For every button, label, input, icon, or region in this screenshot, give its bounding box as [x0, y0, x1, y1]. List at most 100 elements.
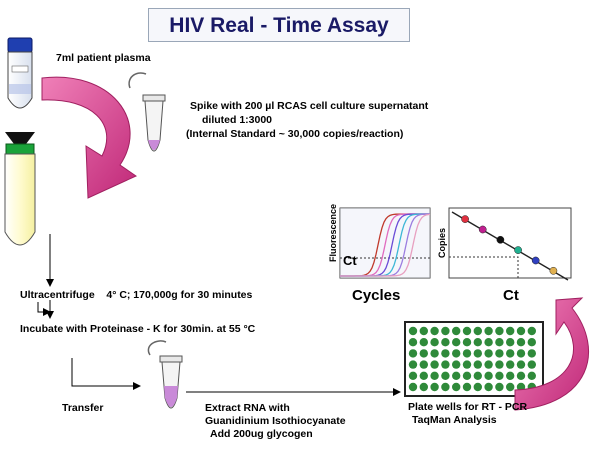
- well: [441, 382, 450, 392]
- well: [408, 326, 418, 336]
- arrow-loop-left: [37, 302, 51, 316]
- well: [430, 371, 439, 380]
- amplification-ylabel: Fluorescence: [328, 203, 338, 262]
- well: [484, 360, 493, 369]
- spike-tube-lid: [128, 72, 147, 89]
- plasma-liquid: [9, 84, 31, 94]
- well: [462, 360, 472, 369]
- threshold-label: Ct: [343, 253, 357, 268]
- well-plate: [404, 321, 544, 397]
- ultracentrifuge-tube-funnel: [5, 132, 35, 144]
- regression-line: [451, 211, 569, 281]
- well: [516, 349, 526, 358]
- title-box: HIV Real - Time Assay: [148, 8, 410, 42]
- well: [452, 360, 461, 369]
- well: [473, 360, 482, 369]
- well: [430, 382, 439, 392]
- plasma-tube-cap: [7, 37, 33, 53]
- well: [452, 349, 461, 358]
- well: [441, 349, 450, 358]
- plasma-tube-body: [7, 51, 33, 109]
- well: [495, 338, 504, 347]
- standard-point: [461, 215, 469, 223]
- plate-line2: TaqMan Analysis: [412, 414, 497, 426]
- well: [408, 371, 418, 380]
- well: [506, 326, 515, 336]
- plasma-tube-label: [11, 65, 29, 73]
- ultracentrifuge-tube-body: [4, 153, 36, 246]
- well: [452, 338, 461, 347]
- interpolation-line: [449, 256, 519, 278]
- well: [408, 349, 418, 358]
- well: [430, 349, 439, 358]
- well: [462, 326, 472, 336]
- rna-tube-lid: [147, 340, 167, 356]
- well: [473, 349, 482, 358]
- standard-point: [549, 266, 558, 275]
- well: [506, 371, 515, 380]
- extract-line2: Guanidinium Isothiocyanate: [205, 415, 346, 427]
- standard-point: [496, 235, 505, 244]
- plasma-label: 7ml patient plasma: [56, 52, 151, 64]
- well: [419, 360, 428, 369]
- well: [495, 382, 504, 392]
- arrow-to-transfer-tube: [71, 358, 141, 390]
- well: [473, 326, 482, 336]
- standard-ylabel: Copies: [437, 227, 447, 258]
- page-title: HIV Real - Time Assay: [169, 14, 389, 37]
- well: [527, 371, 536, 380]
- well: [441, 360, 450, 369]
- well: [516, 371, 526, 380]
- well-plate-wells: [408, 326, 536, 392]
- plate-line1: Plate wells for RT - PCR: [408, 401, 528, 413]
- spike-line2: diluted 1:3000: [202, 114, 273, 126]
- well: [408, 338, 418, 347]
- well: [441, 338, 450, 347]
- well: [462, 349, 472, 358]
- standard-point: [478, 225, 487, 234]
- well: [516, 360, 526, 369]
- well: [506, 382, 515, 392]
- ultracentrifuge-tube-cap: [5, 143, 35, 155]
- well: [473, 371, 482, 380]
- plasma-tube: [7, 37, 33, 109]
- rna-tube: [147, 340, 183, 409]
- amplification-xlabel: Cycles: [352, 287, 401, 304]
- well: [419, 382, 428, 392]
- well: [430, 338, 439, 347]
- well: [495, 360, 504, 369]
- well: [441, 326, 450, 336]
- standard-point: [531, 256, 540, 265]
- well: [473, 382, 482, 392]
- well: [419, 371, 428, 380]
- standard-point: [514, 246, 522, 254]
- amplification-curve: [340, 213, 431, 277]
- well: [495, 349, 504, 358]
- well: [527, 360, 536, 369]
- well: [462, 382, 472, 392]
- well: [484, 382, 493, 392]
- well: [430, 360, 439, 369]
- extract-line1: Extract RNA with: [205, 402, 290, 414]
- spike-line3: (Internal Standard ~ 30,000 copies/react…: [186, 128, 404, 140]
- well: [484, 326, 493, 336]
- incubate-step: Incubate with Proteinase - K for 30min. …: [20, 323, 256, 335]
- well: [527, 349, 536, 358]
- well: [430, 326, 439, 336]
- well: [441, 371, 450, 380]
- well: [495, 326, 504, 336]
- well: [484, 338, 493, 347]
- well: [462, 338, 472, 347]
- standard-curve-plot: [448, 207, 572, 281]
- well: [473, 338, 482, 347]
- well: [506, 360, 515, 369]
- spike-tube: [128, 72, 166, 152]
- well: [516, 326, 526, 336]
- well: [506, 338, 515, 347]
- spike-line1: Spike with 200 µl RCAS cell culture supe…: [190, 100, 429, 112]
- well: [419, 349, 428, 358]
- amplification-plot: [339, 207, 431, 279]
- well: [419, 326, 428, 336]
- standard-xlabel: Ct: [503, 287, 519, 304]
